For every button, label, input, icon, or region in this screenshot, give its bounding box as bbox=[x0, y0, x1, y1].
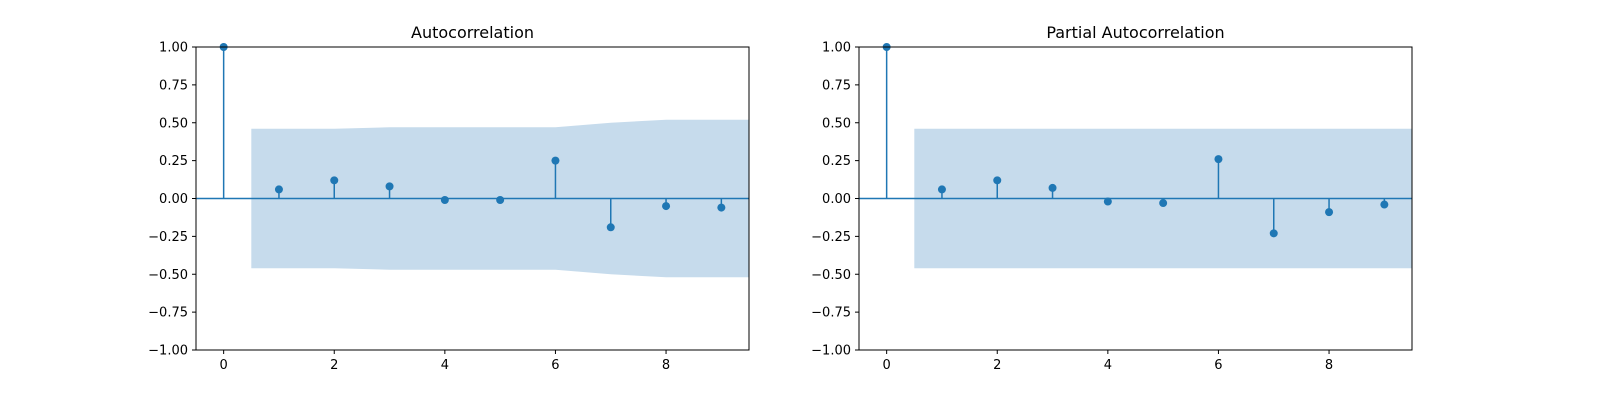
pacf-point-lag-2 bbox=[993, 176, 1002, 185]
pacf-point-lag-6 bbox=[1214, 155, 1223, 164]
acf-xtick-label: 8 bbox=[662, 358, 670, 373]
acf-point-lag-3 bbox=[385, 182, 394, 191]
pacf-ytick-label: −0.25 bbox=[811, 230, 851, 245]
pacf-ytick-label: −0.75 bbox=[811, 306, 851, 321]
acf-ytick-label: −0.75 bbox=[148, 306, 188, 321]
pacf-xtick-label: 4 bbox=[1104, 358, 1112, 373]
pacf-point-lag-7 bbox=[1269, 229, 1278, 238]
pacf-ytick-label: 0.75 bbox=[822, 78, 851, 93]
acf-point-lag-1 bbox=[274, 185, 283, 194]
pacf-xtick-label: 8 bbox=[1325, 358, 1333, 373]
pacf-point-lag-4 bbox=[1103, 197, 1112, 206]
pacf-point-lag-8 bbox=[1325, 208, 1334, 217]
acf-panel: 0 2 4 6 8 −1.00 −0.75 −0.50 −0.25 0.00 0.25 0.50 0.7… bbox=[148, 23, 750, 373]
acf-point-lag-9 bbox=[717, 203, 726, 212]
acf-xtick-label: 4 bbox=[441, 358, 449, 373]
acf-point-lag-6 bbox=[551, 156, 560, 165]
acf-point-lag-7 bbox=[606, 223, 615, 232]
pacf-xtick-label: 0 bbox=[883, 358, 891, 373]
acf-xtick-label: 2 bbox=[330, 358, 338, 373]
acf-ytick-label: 0.75 bbox=[159, 78, 188, 93]
pacf-point-lag-1 bbox=[937, 185, 946, 194]
acf-ytick-label: 0.50 bbox=[159, 116, 188, 131]
pacf-ytick-label: 0.50 bbox=[822, 116, 851, 131]
acf-point-lag-4 bbox=[440, 196, 449, 205]
pacf-ytick-label: −1.00 bbox=[811, 344, 851, 359]
acf-ytick-label: −0.25 bbox=[148, 230, 188, 245]
acf-ytick-label: 0.00 bbox=[159, 192, 188, 207]
pacf-ytick-label: 1.00 bbox=[822, 41, 851, 56]
pacf-ytick-label: 0.00 bbox=[822, 192, 851, 207]
acf-point-lag-5 bbox=[496, 196, 505, 205]
acf-ytick-label: 0.25 bbox=[159, 154, 188, 169]
pacf-panel: 0 2 4 6 8 −1.00 −0.75 −0.50 −0.25 0.00 0.25 0.50 0.7… bbox=[811, 23, 1413, 373]
pacf-point-lag-5 bbox=[1159, 199, 1168, 208]
acf-point-lag-8 bbox=[662, 202, 671, 211]
pacf-ytick-label: −0.50 bbox=[811, 268, 851, 283]
pacf-point-lag-9 bbox=[1380, 200, 1389, 209]
pacf-xtick-label: 2 bbox=[993, 358, 1001, 373]
pacf-chart-title: Partial Autocorrelation bbox=[1046, 23, 1224, 42]
pacf-point-lag-3 bbox=[1048, 183, 1057, 192]
acf-point-lag-2 bbox=[330, 176, 339, 185]
pacf-ytick-label: 0.25 bbox=[822, 154, 851, 169]
acf-chart-title: Autocorrelation bbox=[411, 23, 534, 42]
pacf-xtick-label: 6 bbox=[1214, 358, 1222, 373]
acf-ytick-label: 1.00 bbox=[159, 41, 188, 56]
acf-xtick-label: 0 bbox=[220, 358, 228, 373]
acf-ytick-label: −1.00 bbox=[148, 344, 188, 359]
acf-xtick-label: 6 bbox=[551, 358, 559, 373]
acf-ytick-label: −0.50 bbox=[148, 268, 188, 283]
